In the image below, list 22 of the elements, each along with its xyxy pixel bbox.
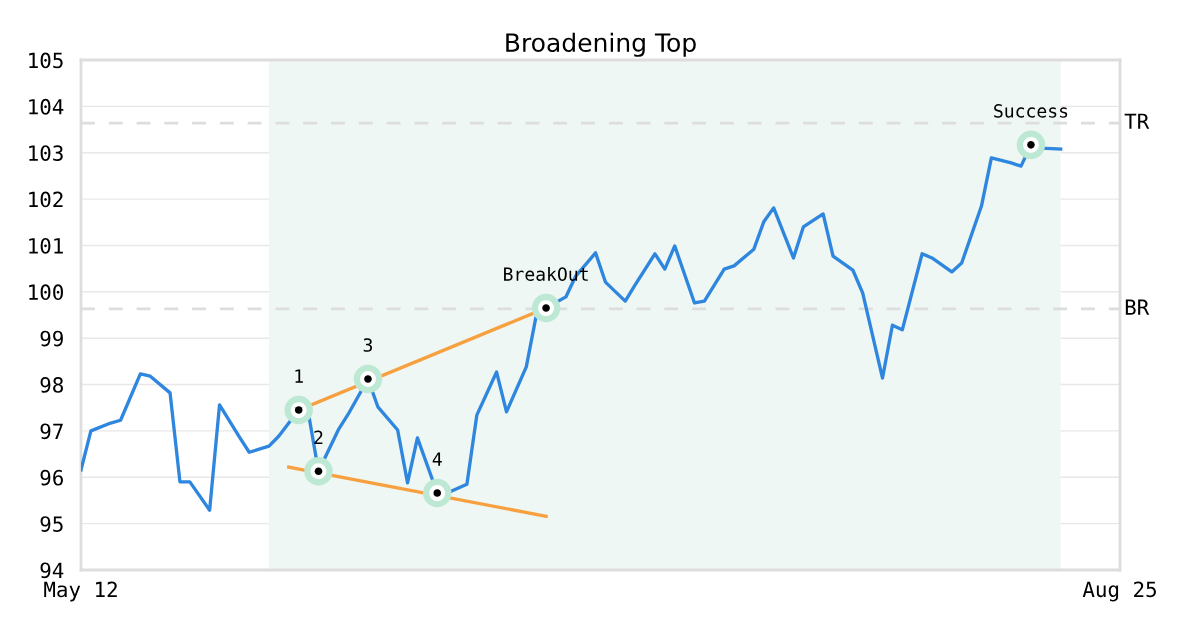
y-tick-label: 102 bbox=[29, 191, 63, 208]
y-tick-label: 97 bbox=[40, 423, 63, 440]
y-tick-label: 96 bbox=[40, 469, 63, 486]
x-tick-label: May 12 bbox=[44, 581, 117, 602]
annotation: 4 bbox=[432, 452, 442, 466]
ref-line-label: TR bbox=[1124, 113, 1150, 129]
x-tick-label: Aug 25 bbox=[1082, 581, 1156, 602]
y-tick-label: 94 bbox=[40, 562, 64, 579]
y-tick-label: 104 bbox=[29, 98, 64, 115]
y-tick-label: 105 bbox=[29, 52, 63, 69]
annotation: 1 bbox=[295, 369, 303, 383]
annotation: 2 bbox=[314, 430, 323, 444]
chart-title: Broadening Top bbox=[506, 32, 696, 57]
y-tick-label: 101 bbox=[29, 237, 63, 254]
ref-line-label: BR bbox=[1125, 299, 1150, 315]
y-tick-label: 98 bbox=[40, 377, 63, 393]
annotation: 3 bbox=[363, 338, 373, 352]
annotation: Success bbox=[994, 104, 1068, 118]
y-tick-label: 103 bbox=[29, 145, 63, 161]
y-tick-label: 100 bbox=[29, 284, 63, 301]
y-tick-label: 99 bbox=[40, 330, 63, 347]
y-tick-label: 95 bbox=[40, 516, 63, 532]
